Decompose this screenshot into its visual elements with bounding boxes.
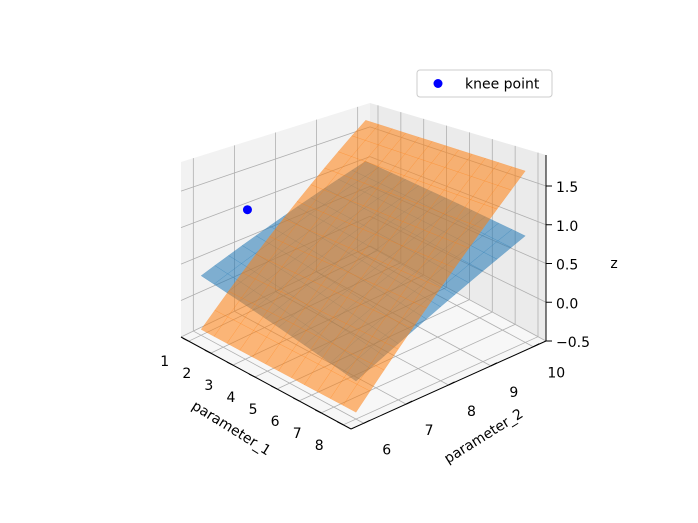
x-tick	[204, 349, 212, 354]
y-tick	[533, 343, 540, 348]
z-tick-label: −0.5	[556, 335, 590, 351]
surfaces	[200, 120, 526, 413]
x-tick-label: 5	[249, 402, 258, 418]
y-tick	[448, 381, 455, 386]
x-tick	[314, 409, 322, 414]
surface-patch	[497, 166, 526, 191]
y-tick-label: 6	[382, 442, 391, 458]
grid-line-y-floor	[193, 330, 364, 424]
z-tick-label: 1.0	[556, 219, 578, 235]
grid-line-z-left	[180, 126, 371, 192]
legend: knee point	[416, 69, 553, 98]
surface-1	[200, 120, 526, 413]
surface-patch	[497, 229, 526, 248]
x-tick-label: 3	[204, 378, 213, 394]
y-tick-label: 8	[467, 404, 476, 420]
x-tick-label: 6	[271, 414, 280, 430]
z-tick-label: 1.5	[556, 180, 578, 196]
legend-frame	[416, 69, 553, 98]
y-tick	[363, 419, 370, 424]
x-tick	[248, 373, 256, 378]
x-tick	[337, 421, 344, 426]
axis-lines	[180, 155, 552, 430]
data-points	[242, 205, 252, 215]
y-tick	[490, 362, 498, 367]
x-tick	[226, 361, 234, 366]
y-tick-label: 9	[509, 385, 518, 401]
knee-point-marker	[242, 205, 252, 215]
z-axis-label: z	[610, 256, 617, 272]
x-tick-label: 4	[227, 390, 236, 406]
x-tick	[270, 385, 278, 390]
y-tick-label: 7	[425, 423, 434, 439]
legend-marker	[433, 79, 443, 88]
y-axis-label: parameter_2	[442, 406, 527, 467]
x-tick	[292, 397, 300, 402]
y-tick	[405, 400, 413, 405]
x-tick-label: 8	[315, 438, 324, 454]
z-tick-label: 0.0	[556, 296, 578, 312]
x-tick-label: 1	[160, 354, 169, 370]
x-tick-label: 2	[182, 366, 191, 382]
y-tick-label: 10	[547, 366, 565, 382]
x-axis-label: parameter_1	[189, 398, 274, 459]
z-tick-label: 0.5	[556, 258, 578, 274]
x-tick	[182, 337, 189, 342]
legend-label: knee point	[465, 77, 540, 93]
x-tick-label: 7	[293, 426, 302, 442]
